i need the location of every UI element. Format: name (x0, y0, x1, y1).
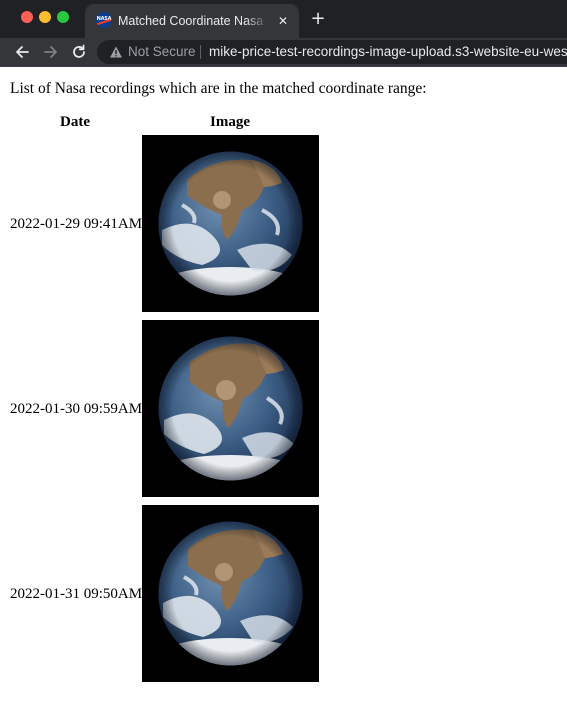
earth-image (142, 135, 319, 312)
intro-text: List of Nasa recordings which are in the… (10, 80, 427, 97)
earth-photo-icon (158, 151, 303, 296)
table-header-date: Date (60, 114, 90, 130)
table-row-date: 2022-01-30 09:59AM (10, 401, 143, 417)
tab-close-icon[interactable]: ✕ (277, 14, 289, 28)
browser-tab-active[interactable]: NASA Matched Coordinate Nasa Recordings … (85, 4, 299, 38)
security-status-label[interactable]: Not Secure (128, 44, 196, 59)
earth-image (142, 320, 319, 497)
nasa-favicon-icon: NASA (96, 12, 112, 28)
table-row-date: 2022-01-29 09:41AM (10, 216, 143, 232)
window-maximize-button[interactable] (57, 11, 69, 23)
earth-photo-icon (158, 336, 303, 481)
earth-photo-icon (158, 521, 303, 666)
table-header-image: Image (210, 114, 250, 130)
earth-image (142, 505, 319, 682)
new-tab-button[interactable]: + (310, 8, 326, 29)
window-minimize-button[interactable] (39, 11, 51, 23)
forward-arrow-icon[interactable] (40, 41, 62, 63)
warning-triangle-icon[interactable] (109, 45, 123, 59)
table-row-date: 2022-01-31 09:50AM (10, 586, 143, 602)
tab-title: Matched Coordinate Nasa Recordings (118, 14, 266, 28)
reload-icon[interactable] (68, 41, 90, 63)
window-close-button[interactable] (21, 11, 33, 23)
browser-tab-strip: NASA Matched Coordinate Nasa Recordings … (0, 0, 567, 38)
address-bar[interactable]: Not Secure mike-price-test-recordings-im… (97, 40, 567, 64)
back-arrow-icon[interactable] (11, 41, 33, 63)
url-text[interactable]: mike-price-test-recordings-image-upload.… (209, 44, 567, 59)
omnibox-divider (200, 45, 201, 59)
browser-toolbar: Not Secure mike-price-test-recordings-im… (0, 38, 567, 66)
toolbar-divider (0, 66, 567, 67)
